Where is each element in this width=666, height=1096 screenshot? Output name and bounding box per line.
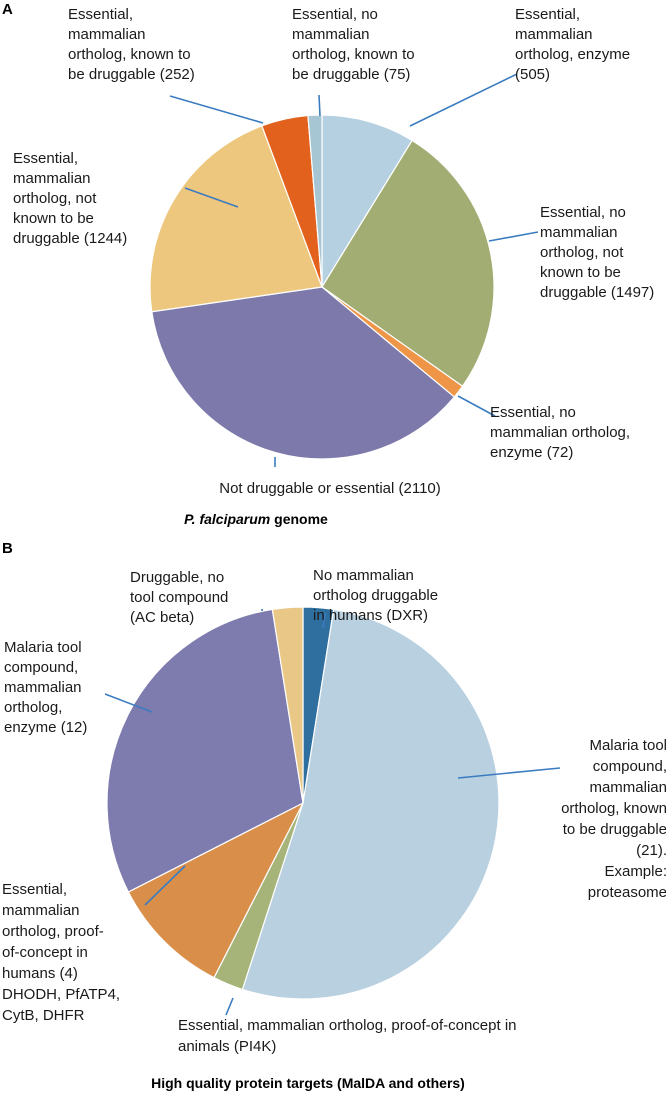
pie-b-caption: High quality protein targets (MalDA and … <box>151 1075 465 1091</box>
pie-b-slice-label-0-line-1: ortholog druggable <box>313 587 438 604</box>
pie-b-slice-label-5-line-1: tool compound <box>130 589 228 606</box>
pie-a-slice-label-6-line-3: be druggable (75) <box>292 66 410 83</box>
pie-a-slice-label-3: Not druggable or essential (2110) <box>219 480 441 497</box>
pie-a-slice-label-0: Essential, mammalian ortholog, enzyme (505) <box>515 6 630 83</box>
pie-a-slice-label-5-line-3: be druggable (252) <box>68 66 195 83</box>
pie-a-slice-label-6-line-0: Essential, no <box>292 6 378 23</box>
pie-b-slice-label-1: Malaria tool compound, mammalian ortholog, … <box>561 737 666 901</box>
pie-b-slice-label-4-line-2: mammalian <box>4 679 82 696</box>
pie-b-slice-label-0-line-2: in humans (DXR) <box>313 607 428 624</box>
pie-a-leader-line-6 <box>318 94 321 117</box>
pie-b-slice-label-4-line-4: enzyme (12) <box>4 719 87 736</box>
pie-a-slice-label-6-line-2: ortholog, known to <box>292 46 415 63</box>
pie-a-leader-line-0 <box>409 73 518 127</box>
pie-b-slice-label-3-line-1: mammalian <box>2 902 80 919</box>
pie-b-slice-label-1-line-4: to be druggable <box>563 821 666 838</box>
pie-a-slice-label-0-line-1: mammalian <box>515 26 593 43</box>
pie-a-slice-label-5-line-0: Essential, <box>68 6 133 23</box>
pie-a-slice-label-2-line-0: Essential, no <box>490 404 576 421</box>
pie-chart-b: No mammalian ortholog druggable in humans … <box>2 567 666 1055</box>
pie-a-caption-italic: P. falciparum <box>184 511 270 527</box>
pie-a-caption: P. falciparum genome <box>184 511 328 527</box>
panel-b-letter: B <box>2 540 13 557</box>
pie-b-leader-line-1 <box>457 767 561 779</box>
pie-b-slice-label-2-line-0: Essential, mammalian ortholog, proof-of-… <box>178 1017 517 1034</box>
pie-b-slice-label-1-line-5: (21). <box>636 842 666 859</box>
pie-a-slice-label-1-line-3: known to be <box>540 264 621 281</box>
pie-a-slice-3 <box>151 286 456 460</box>
pie-a-slice-label-2-line-2: enzyme (72) <box>490 444 573 461</box>
pie-a-slice-label-5-line-2: ortholog, known to <box>68 46 191 63</box>
pie-b-slice-label-2: Essential, mammalian ortholog, proof-of-… <box>178 1017 517 1055</box>
pie-a-leader-line-2 <box>457 395 496 417</box>
pie-a-leader-line-4 <box>184 187 239 208</box>
pie-b-slice-label-3: Essential, mammalian ortholog, proof-of-co… <box>2 881 120 1024</box>
pie-b-slice-label-1-line-0: Malaria tool <box>589 737 666 754</box>
pie-a-leader-line-1 <box>488 231 539 242</box>
pie-b-slice-label-3-line-3: of-concept in <box>2 944 88 961</box>
pie-b-slice-label-4-line-1: compound, <box>4 659 78 676</box>
pie-a-slice-label-4-line-1: mammalian <box>13 170 91 187</box>
pie-a-slice-label-4-line-4: druggable (1244) <box>13 230 127 247</box>
pie-a-slice-label-1-line-4: druggable (1497) <box>540 284 654 301</box>
pie-b-slice-5 <box>271 606 304 804</box>
pie-a-slice-label-0-line-0: Essential, <box>515 6 580 23</box>
panel-a-letter: A <box>2 1 13 18</box>
pie-b-slice-label-4-line-0: Malaria tool <box>4 639 82 656</box>
pie-a-slice-label-3-line-0: Not druggable or essential (2110) <box>219 480 441 497</box>
pie-a-slice-label-5-line-1: mammalian <box>68 26 146 43</box>
pie-b-leader-line-4 <box>104 693 153 713</box>
pie-b-slice-label-1-line-1: compound, <box>593 758 666 775</box>
pie-a-slice-label-5: Essential, mammalian ortholog, known to be … <box>68 6 195 83</box>
pie-b-slice-label-0: No mammalian ortholog druggable in humans … <box>313 567 438 624</box>
pie-b-slice-label-1-line-3: ortholog, known <box>561 800 666 817</box>
pie-a-slice-label-4: Essential, mammalian ortholog, not known to… <box>13 150 127 247</box>
pie-a-slice-1 <box>321 139 495 388</box>
pie-b-slice-label-3-line-6: CytB, DHFR <box>2 1007 85 1024</box>
pie-a-slice-label-1-line-1: mammalian <box>540 224 618 241</box>
pie-b-slice-label-2-line-1: animals (PI4K) <box>178 1038 276 1055</box>
pie-a-slice-label-1: Essential, no mammalian ortholog, not known… <box>540 204 654 301</box>
pie-b-slice-label-3-line-0: Essential, <box>2 881 67 898</box>
pie-a-slice-label-2: Essential, no mammalian ortholog, enzyme (… <box>490 404 630 461</box>
pie-chart-a: Essential, mammalian ortholog, enzyme (505)… <box>13 6 654 497</box>
pie-b-slice-label-5: Druggable, no tool compound (AC beta) <box>130 569 228 626</box>
pie-b-slice-label-3-line-5: DHODH, PfATP4, <box>2 986 120 1003</box>
pie-b-leader-line-2 <box>225 997 234 1016</box>
pie-a-slice-label-4-line-3: known to be <box>13 210 94 227</box>
pie-b-slice-4 <box>106 608 304 893</box>
pie-a-slice-6 <box>307 114 323 288</box>
pie-a-slice-label-6-line-1: mammalian <box>292 26 370 43</box>
pie-b-leader-line-3 <box>144 865 186 906</box>
pie-a-slice-label-1-line-0: Essential, no <box>540 204 626 221</box>
pie-b-slice-label-0-line-0: No mammalian <box>313 567 414 584</box>
pie-b-slice-label-1-line-7: proteasome <box>588 884 666 901</box>
pie-a-slice-0 <box>321 114 413 290</box>
pie-b-leader-line-0 <box>322 612 326 629</box>
pie-b-slice-label-5-line-0: Druggable, no <box>130 569 224 586</box>
pie-b-slice-label-4: Malaria tool compound, mammalian ortholog, e… <box>4 639 87 736</box>
pie-a-slice-label-6: Essential, no mammalian ortholog, known to… <box>292 6 415 83</box>
pie-a-slice-label-1-line-2: ortholog, not <box>540 244 624 261</box>
pie-a-slice-label-2-line-1: mammalian ortholog, <box>490 424 630 441</box>
pie-a-caption-rest: genome <box>270 511 328 527</box>
pie-b-slice-label-1-line-2: mammalian <box>589 779 666 796</box>
pie-b-slice-1 <box>241 608 500 1000</box>
pie-b-slice-label-4-line-3: ortholog, <box>4 699 62 716</box>
pie-a-slice-label-4-line-0: Essential, <box>13 150 78 167</box>
pie-b-slice-label-3-line-4: humans (4) <box>2 965 78 982</box>
pie-a-slice-label-0-line-3: (505) <box>515 66 550 83</box>
pie-b-slice-label-1-line-6: Example: <box>604 863 666 880</box>
pie-a-leader-line-5 <box>169 95 264 124</box>
pie-b-slice-label-5-line-2: (AC beta) <box>130 609 194 626</box>
pie-a-slice-label-4-line-2: ortholog, not <box>13 190 97 207</box>
pie-a-slice-label-0-line-2: ortholog, enzyme <box>515 46 630 63</box>
pie-b-slice-3 <box>127 801 305 979</box>
pie-b-slice-label-3-line-2: ortholog, proof- <box>2 923 104 940</box>
